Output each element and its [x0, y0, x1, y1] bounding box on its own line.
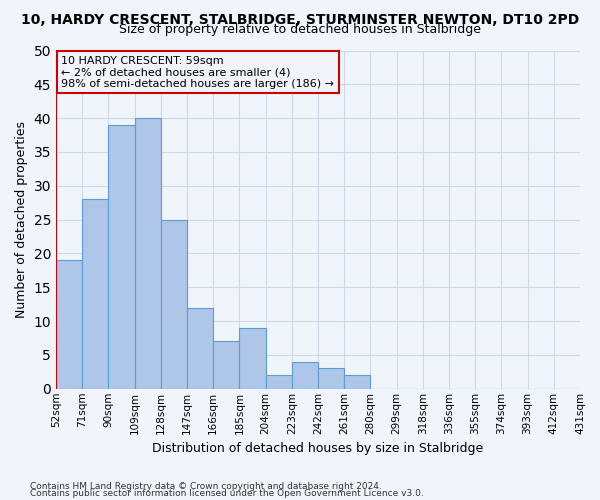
Bar	[213, 342, 239, 389]
Text: 10 HARDY CRESCENT: 59sqm
← 2% of detached houses are smaller (4)
98% of semi-det: 10 HARDY CRESCENT: 59sqm ← 2% of detache…	[61, 56, 334, 89]
Text: Size of property relative to detached houses in Stalbridge: Size of property relative to detached ho…	[119, 22, 481, 36]
Bar	[82, 200, 109, 389]
Bar	[56, 260, 82, 389]
Y-axis label: Number of detached properties: Number of detached properties	[15, 121, 28, 318]
Bar	[344, 375, 370, 389]
Text: Contains public sector information licensed under the Open Government Licence v3: Contains public sector information licen…	[30, 488, 424, 498]
Bar	[318, 368, 344, 389]
Bar	[187, 308, 213, 389]
Bar	[239, 328, 266, 389]
Bar	[109, 125, 134, 389]
Bar	[134, 118, 161, 389]
Text: Contains HM Land Registry data © Crown copyright and database right 2024.: Contains HM Land Registry data © Crown c…	[30, 482, 382, 491]
X-axis label: Distribution of detached houses by size in Stalbridge: Distribution of detached houses by size …	[152, 442, 484, 455]
Bar	[266, 375, 292, 389]
Text: 10, HARDY CRESCENT, STALBRIDGE, STURMINSTER NEWTON, DT10 2PD: 10, HARDY CRESCENT, STALBRIDGE, STURMINS…	[21, 12, 579, 26]
Bar	[161, 220, 187, 389]
Bar	[292, 362, 318, 389]
